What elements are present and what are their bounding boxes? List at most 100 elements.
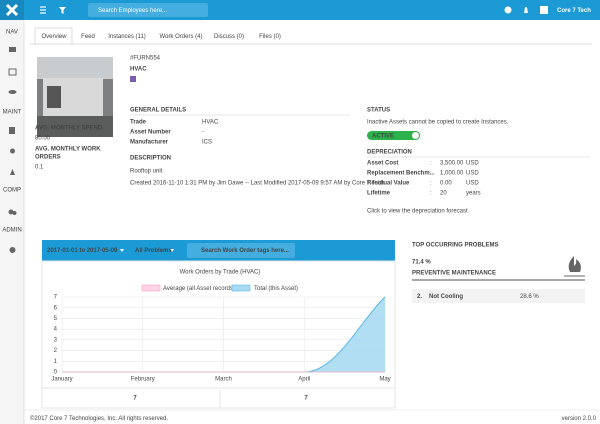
active-tab[interactable] — [34, 27, 73, 45]
description-meta: Created 2016-11-10 1:31 PM by Jim Dawe -… — [130, 181, 384, 187]
copyright: ©2017 Core 7 Technologies, Inc. All righ… — [30, 415, 168, 422]
description-text: Rooftop unit — [130, 169, 163, 175]
detail-label: Manufacturer — [130, 140, 169, 146]
y-tick-label: 0 — [54, 370, 58, 376]
depreciation-link[interactable]: Click to view the depreciation forecast — [367, 209, 468, 215]
x-tick-label: March — [215, 377, 232, 383]
problem-rank: 2. — [417, 294, 422, 300]
nav-icon[interactable] — [9, 47, 16, 52]
tab[interactable]: Overview — [41, 34, 67, 40]
problem-row-bg — [412, 289, 585, 303]
bell-icon[interactable] — [524, 7, 528, 13]
detail-label: Asset Number — [130, 130, 171, 136]
section-title: TOP OCCURRING PROBLEMS — [412, 243, 498, 249]
separator: : — [430, 171, 432, 177]
y-tick-label: 2 — [54, 348, 58, 354]
x-tick-label: January — [51, 377, 72, 383]
photo-grill — [47, 86, 61, 108]
detail-value: - — [202, 130, 204, 136]
sidebar-section: MAINT — [3, 110, 22, 116]
y-tick-label: 7 — [54, 295, 58, 301]
problem-share: 28.6 % — [520, 294, 539, 300]
total-count: 7 — [304, 396, 308, 402]
tab[interactable]: Feed — [81, 34, 95, 40]
caret — [170, 249, 174, 252]
tag-search-placeholder: Search Work Order tags here... — [201, 248, 289, 254]
legend-swatch — [141, 284, 161, 292]
nav-icon[interactable] — [9, 247, 16, 253]
separator: : — [430, 161, 432, 167]
depreciation-unit: USD — [466, 171, 479, 177]
sidebar-section: COMP — [3, 188, 21, 194]
x-tick-label: April — [298, 377, 310, 383]
caret — [120, 249, 124, 252]
toggle-label[interactable]: ACTIVE — [372, 133, 394, 139]
problem-name[interactable]: Not Cooling — [429, 294, 463, 300]
detail-value: ICS — [202, 140, 212, 146]
asset-code: #FURN554 — [130, 56, 161, 62]
sidebar-section: ADMIN — [2, 228, 21, 234]
nav-icon[interactable] — [10, 169, 15, 175]
employee-search[interactable] — [88, 3, 208, 17]
filter-icon[interactable] — [59, 7, 66, 14]
stat-value: 80.00 — [35, 136, 51, 142]
x-tick-label: February — [131, 377, 155, 383]
nav-icon[interactable] — [12, 211, 17, 215]
nav-icon[interactable] — [10, 148, 15, 154]
y-tick-label: 6 — [54, 305, 58, 311]
depreciation-label: Asset Cost — [367, 161, 398, 167]
legend-label[interactable]: Average (all Asset records) — [163, 286, 235, 292]
date-range[interactable]: 2017-01-01 to 2017-05-09 — [47, 248, 118, 254]
tab[interactable]: Work Orders (4) — [160, 34, 203, 40]
tab[interactable]: Instances (11) — [108, 34, 146, 40]
nav-icon[interactable] — [8, 68, 17, 76]
depreciation-label: Replacement Benchm... — [367, 171, 435, 177]
employee-search-placeholder: Search Employees here... — [98, 8, 167, 14]
stat-label: ORDERS — [35, 155, 61, 161]
x-tick-label: May — [379, 377, 390, 383]
help-icon[interactable] — [504, 6, 512, 14]
stat-label: AVG. MONTHLY WORK — [35, 147, 101, 153]
active-toggle[interactable] — [367, 131, 420, 140]
flame-icon — [568, 256, 581, 272]
toggle-knob — [411, 131, 420, 140]
section-title: GENERAL DETAILS — [130, 108, 186, 114]
separator: : — [430, 191, 432, 197]
depreciation-unit: years — [466, 191, 481, 197]
sidebar-icons — [8, 47, 17, 253]
depreciation-label: Lifetime — [367, 191, 391, 197]
area — [62, 297, 385, 372]
tab[interactable]: Files (0) — [259, 34, 281, 40]
depreciation-unit: USD — [466, 181, 479, 187]
tag-search[interactable] — [187, 243, 295, 258]
photo-roof — [37, 116, 113, 137]
depreciation-value: 20 — [440, 191, 447, 197]
nav-icon[interactable] — [9, 127, 15, 134]
detail-value: HVAC — [202, 120, 219, 126]
section-title: DESCRIPTION — [130, 156, 171, 162]
user-name[interactable]: Core 7 Tech — [557, 8, 591, 14]
stat-value: 0.1 — [35, 165, 44, 171]
problem-filter[interactable]: All Problems — [135, 248, 172, 254]
detail-label: Trade — [130, 120, 147, 126]
tab[interactable]: Discuss (0) — [214, 34, 244, 40]
y-tick-label: 3 — [54, 337, 58, 343]
photo-sky — [37, 57, 113, 79]
stat-label: AVG. MONTHLY SPEND — [35, 126, 103, 132]
depreciation-unit: USD — [466, 161, 479, 167]
depreciation-value: 0.00 — [440, 181, 452, 187]
depreciation-value: 3,500.00 — [440, 161, 464, 167]
legend-swatch — [231, 284, 251, 292]
section-title: DEPRECIATION — [367, 150, 412, 156]
nav-icon[interactable] — [8, 90, 17, 94]
menu-icon[interactable] — [40, 6, 46, 14]
asset-name: HVAC — [130, 67, 147, 73]
legend-label[interactable]: Total (this Asset) — [254, 286, 298, 292]
avatar[interactable] — [540, 6, 548, 14]
depreciation-value: 1,000.00 — [440, 171, 464, 177]
nav-icon[interactable] — [8, 209, 14, 215]
y-tick-label: 4 — [54, 327, 58, 333]
